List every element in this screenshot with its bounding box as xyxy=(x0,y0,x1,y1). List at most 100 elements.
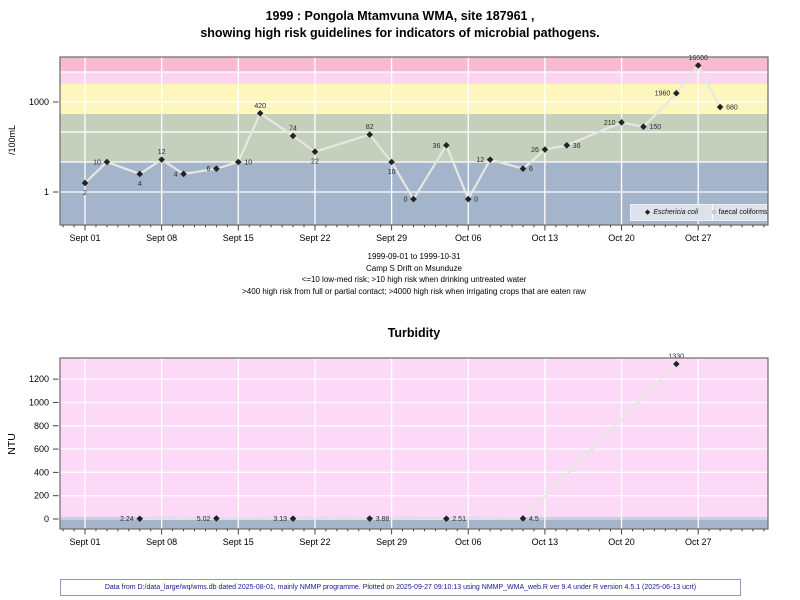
data-point xyxy=(136,170,144,178)
y-axis-tick-label: 1200 xyxy=(29,374,49,384)
legend-label-faecal: faecal coliforms xyxy=(718,209,768,216)
open-circle-icon: ○ xyxy=(711,209,716,216)
x-axis-tick-label: Sept 29 xyxy=(376,233,407,243)
data-line xyxy=(84,64,722,201)
risk-band xyxy=(60,72,768,84)
x-axis-tick-label: Oct 13 xyxy=(532,537,559,547)
y-axis-tick-label: 400 xyxy=(34,467,49,477)
data-point-label: 680 xyxy=(726,105,738,112)
caption-risk-line2: >400 high risk from full or partial cont… xyxy=(242,286,586,296)
data-point xyxy=(366,131,373,138)
data-point xyxy=(673,360,680,368)
data-point xyxy=(366,515,373,522)
x-axis-tick-label: Oct 27 xyxy=(685,537,712,547)
data-point xyxy=(410,195,417,203)
data-point-label: 12 xyxy=(158,149,166,156)
data-point xyxy=(519,165,527,172)
data-point xyxy=(311,148,319,156)
turbidity-title: Turbidity xyxy=(387,326,441,340)
data-point-label: 420 xyxy=(254,103,266,110)
risk-band xyxy=(60,113,768,162)
data-point-label: 10 xyxy=(388,169,396,176)
data-point xyxy=(256,110,264,117)
data-point-label: 10 xyxy=(244,160,252,167)
x-axis-tick-label: Oct 13 xyxy=(532,233,559,243)
data-point xyxy=(618,119,625,126)
data-point-label: 6 xyxy=(529,166,533,173)
data-point xyxy=(443,142,450,149)
page-title: 1999 : Pongola Mtamvuna WMA, site 187961… xyxy=(0,8,800,42)
data-point-label: 0 xyxy=(474,197,478,204)
data-point-label: 12 xyxy=(476,157,484,164)
data-point-label: 210 xyxy=(604,120,616,127)
data-point-label: 4.5 xyxy=(529,516,539,523)
page-title-line2: showing high risk guidelines for indicat… xyxy=(200,26,600,40)
data-point-label: 74 xyxy=(289,125,297,132)
data-point-label: 4 xyxy=(138,181,142,188)
data-point-label: 2 xyxy=(83,190,87,197)
data-point xyxy=(289,515,297,522)
data-point-label: 26 xyxy=(531,147,539,154)
y-axis-tick-label: 0 xyxy=(44,514,49,524)
data-point xyxy=(180,170,187,178)
data-point xyxy=(103,158,111,166)
x-axis-tick-label: Sept 22 xyxy=(299,233,330,243)
caption-risk-line1: <=10 low-med risk; >10 high risk when dr… xyxy=(301,275,527,285)
caption-date-range: 1999-09-01 to 1999-10-31 xyxy=(367,252,461,261)
data-point-label: 36 xyxy=(573,143,581,150)
data-point-label: 6 xyxy=(206,166,210,173)
legend-item-faecal-coliforms: ○ faecal coliforms xyxy=(711,205,768,220)
x-axis-tick-label: Oct 06 xyxy=(455,233,482,243)
data-point xyxy=(694,62,702,69)
data-point xyxy=(136,515,144,523)
data-point xyxy=(81,179,89,187)
data-point-label: 82 xyxy=(366,124,374,131)
data-point-label: 3.88 xyxy=(376,516,390,523)
data-point-label: 2.51 xyxy=(452,516,466,523)
data-point xyxy=(213,165,220,172)
caption-site-name: Camp S Drift on Msunduze xyxy=(365,263,463,273)
y-axis-tick-label: 200 xyxy=(34,491,49,501)
y-axis-tick-label: 1 xyxy=(44,187,49,197)
data-point xyxy=(235,158,242,166)
data-point-label: 1330 xyxy=(669,353,685,360)
x-axis-tick-label: Sept 29 xyxy=(376,537,407,547)
data-point xyxy=(289,132,297,140)
data-point-label: 0 xyxy=(404,197,408,204)
x-axis-tick-label: Sept 15 xyxy=(223,233,254,243)
data-point xyxy=(443,515,450,523)
data-point xyxy=(563,142,571,149)
ecoli-caption-block: 1999-09-01 to 1999-10-31 Camp S Drift on… xyxy=(60,251,768,297)
filled-diamond-icon: ◆ xyxy=(644,209,651,216)
data-point-label: 3.13 xyxy=(273,516,287,523)
low-band xyxy=(60,519,768,529)
risk-band xyxy=(60,83,768,114)
data-point-label: 10 xyxy=(93,160,101,167)
x-axis-tick-label: Oct 20 xyxy=(608,233,635,243)
legend: ◆ Eschericia coli ○ faecal coliforms xyxy=(630,204,767,221)
data-point xyxy=(541,146,549,153)
y-axis-tick-label: 600 xyxy=(34,444,49,454)
data-point-label: 150 xyxy=(649,124,661,131)
data-point xyxy=(716,103,724,111)
data-point-label: 22 xyxy=(311,159,319,166)
legend-item-ecoli: ◆ Eschericia coli xyxy=(631,205,712,220)
data-point xyxy=(486,156,494,163)
data-point-label: 16600 xyxy=(688,55,708,62)
x-axis-tick-label: Sept 08 xyxy=(146,233,177,243)
data-point xyxy=(673,89,680,97)
risk-band xyxy=(60,56,768,72)
y-axis-tick-label: 1000 xyxy=(29,97,49,107)
x-axis-tick-label: Oct 20 xyxy=(608,537,635,547)
x-axis-tick-label: Oct 06 xyxy=(455,537,482,547)
x-axis-tick-label: Sept 22 xyxy=(299,537,330,547)
x-axis-tick-label: Sept 15 xyxy=(223,537,254,547)
data-point-label: 36 xyxy=(433,143,441,150)
legend-label-ecoli: Eschericia coli xyxy=(653,209,699,216)
turbidity-background xyxy=(60,358,768,517)
x-axis-tick-label: Sept 01 xyxy=(69,537,100,547)
data-point xyxy=(464,195,472,203)
y-axis-tick-label: 1000 xyxy=(29,397,49,407)
